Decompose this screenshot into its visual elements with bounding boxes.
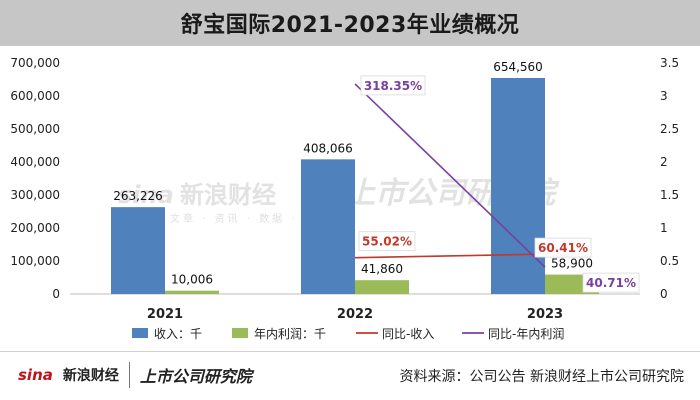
left-axis-tick-label: 500,000 <box>10 122 60 136</box>
watermark-sub: 文章 · 资讯 · 数据 · 服 <box>170 212 317 225</box>
footer-logo-divider <box>128 362 130 388</box>
title-bar: 舒宝国际2021-2023年业绩概况 <box>0 0 700 46</box>
yoy-profit-line <box>354 83 546 268</box>
right-axis-tick-label: 1.5 <box>660 188 679 202</box>
yoy-profit-label: 318.35% <box>364 79 422 93</box>
footer-logo: sina 新浪财经 上市公司研究院 <box>18 360 252 390</box>
right-axis-tick-label: 1 <box>660 221 668 235</box>
left-axis-tick-label: 600,000 <box>10 89 60 103</box>
right-axis-tick-label: 3 <box>660 89 668 103</box>
right-axis-tick-label: 3.5 <box>660 56 679 70</box>
revenue-bar <box>301 159 355 294</box>
yoy-revenue-label-box <box>358 231 416 252</box>
profit-bar <box>355 280 409 294</box>
watermark-brand: sina <box>118 181 174 209</box>
revenue-bar <box>111 207 165 294</box>
x-axis-tick-label: 2021 <box>147 307 183 322</box>
legend-label-2: 同比-收入 <box>382 327 434 341</box>
right-axis-tick-label: 0 <box>660 287 668 301</box>
left-axis-tick-label: 400,000 <box>10 155 60 169</box>
legend-label-3: 同比-年内利润 <box>488 327 564 341</box>
source-note: 资料来源：公司公告 新浪财经上市公司研究院 <box>399 369 684 385</box>
left-axis-tick-label: 100,000 <box>10 254 60 268</box>
x-axis-tick-label: 2022 <box>337 307 373 322</box>
right-axis-tick-label: 0.5 <box>660 254 679 268</box>
footer-brand: sina <box>18 366 53 384</box>
legend-label-0: 收入：千 <box>154 327 202 341</box>
profit-bar-label: 41,860 <box>361 262 403 276</box>
left-axis-tick-label: 200,000 <box>10 221 60 235</box>
legend-swatch-1 <box>232 328 248 338</box>
left-axis-tick-label: 300,000 <box>10 188 60 202</box>
x-axis-tick-label: 2023 <box>527 307 563 322</box>
revenue-bar-label: 408,066 <box>303 141 353 155</box>
yoy-revenue-label-box <box>534 237 592 258</box>
footer-name: 新浪财经 <box>62 368 119 384</box>
left-axis-tick-label: 700,000 <box>10 56 60 70</box>
footer-divider <box>0 351 700 352</box>
yoy-revenue-label: 60.41% <box>538 241 588 255</box>
yoy-profit-label-box <box>360 75 426 96</box>
revenue-bar-label: 263,226 <box>113 189 163 203</box>
footer-institute: 上市公司研究院 <box>139 367 252 386</box>
revenue-bar-label: 654,560 <box>493 60 543 74</box>
profit-bar <box>165 290 219 294</box>
revenue-bar <box>491 77 545 294</box>
yoy-revenue-label: 55.02% <box>362 235 412 249</box>
watermark-name: 新浪财经 <box>180 181 276 209</box>
right-axis-tick-label: 2.5 <box>660 122 679 136</box>
yoy-profit-label-box <box>582 272 640 293</box>
legend-swatch-0 <box>132 328 148 338</box>
right-axis-tick-label: 2 <box>660 155 668 169</box>
yoy-profit-label: 40.71% <box>586 276 636 290</box>
left-axis-tick-label: 0 <box>52 287 60 301</box>
yoy-revenue-line <box>354 253 546 259</box>
profit-bar-label: 58,900 <box>551 257 593 271</box>
profit-bar-label: 10,006 <box>171 273 213 287</box>
legend-label-1: 年内利润：千 <box>254 327 326 341</box>
chart-title: 舒宝国际2021-2023年业绩概况 <box>180 13 520 38</box>
